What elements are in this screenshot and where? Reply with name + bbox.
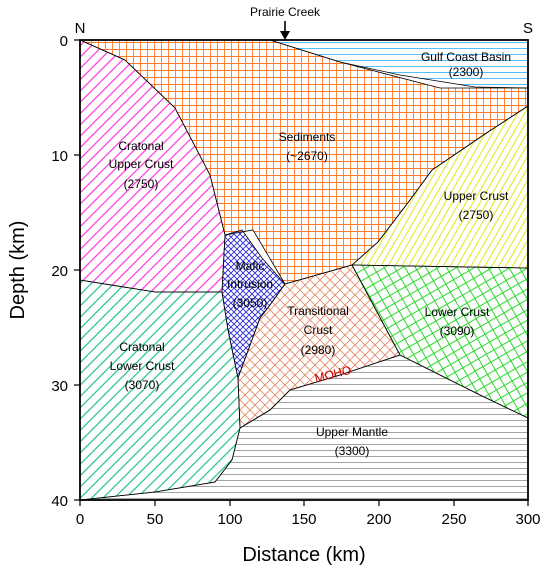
- prairie-creek-label: Prairie Creek: [250, 5, 321, 19]
- cratonal-lower-crust-density: (3070): [125, 378, 160, 392]
- y-axis-label: Depth (km): [7, 221, 29, 320]
- regions: [80, 40, 528, 500]
- x-tick-label: 0: [76, 511, 84, 528]
- mafic-density: (3050): [233, 296, 268, 310]
- transitional-name-2: Crust: [304, 323, 333, 337]
- lower-crust-name: Lower Crust: [425, 305, 490, 319]
- x-tick-label: 300: [515, 511, 540, 528]
- mafic-name-2: Intrusion: [227, 277, 273, 291]
- upper-mantle-density: (3300): [335, 444, 370, 458]
- gulf-density: (2300): [449, 65, 484, 79]
- x-axis-label: Distance (km): [242, 544, 365, 566]
- mafic-name-1: Mafic: [236, 259, 265, 273]
- transitional-name-1: Transitional: [287, 304, 349, 318]
- gulf-name: Gulf Coast Basin: [421, 50, 511, 64]
- cratonal-lower-crust-region: [80, 280, 240, 500]
- lower-crust-density: (3090): [440, 324, 475, 338]
- north-label: N: [75, 20, 86, 37]
- down-arrow-icon: [280, 21, 290, 40]
- cratonal-lower-crust-name-2: Lower Crust: [110, 359, 175, 373]
- upper-crust-density: (2750): [459, 208, 494, 222]
- upper-crust-name: Upper Crust: [444, 189, 509, 203]
- y-tick-label: 40: [51, 493, 68, 510]
- y-tick-label: 20: [51, 263, 68, 280]
- y-tick-label: 0: [60, 33, 68, 50]
- x-tick-labels: 0 50 100 150 200 250 300: [76, 511, 541, 528]
- cratonal-upper-crust-density: (2750): [124, 177, 159, 191]
- transitional-density: (2980): [301, 343, 336, 357]
- y-tick-labels: 0 10 20 30 40: [51, 33, 68, 510]
- upper-mantle-name: Upper Mantle: [316, 425, 388, 439]
- x-tick-label: 250: [441, 511, 466, 528]
- x-tick-label: 200: [366, 511, 391, 528]
- sediments-name: Sediments: [279, 130, 336, 144]
- y-tick-label: 10: [51, 148, 68, 165]
- cratonal-lower-crust-name-1: Cratonal: [119, 340, 164, 354]
- south-label: S: [523, 20, 533, 37]
- sediments-density: (~2670): [286, 149, 328, 163]
- cratonal-upper-crust-name-2: Upper Crust: [109, 157, 174, 171]
- y-tick-label: 30: [51, 378, 68, 395]
- cratonal-upper-crust-name-1: Cratonal: [118, 139, 163, 153]
- x-tick-label: 150: [291, 511, 316, 528]
- x-tick-label: 50: [147, 511, 164, 528]
- x-tick-label: 100: [217, 511, 242, 528]
